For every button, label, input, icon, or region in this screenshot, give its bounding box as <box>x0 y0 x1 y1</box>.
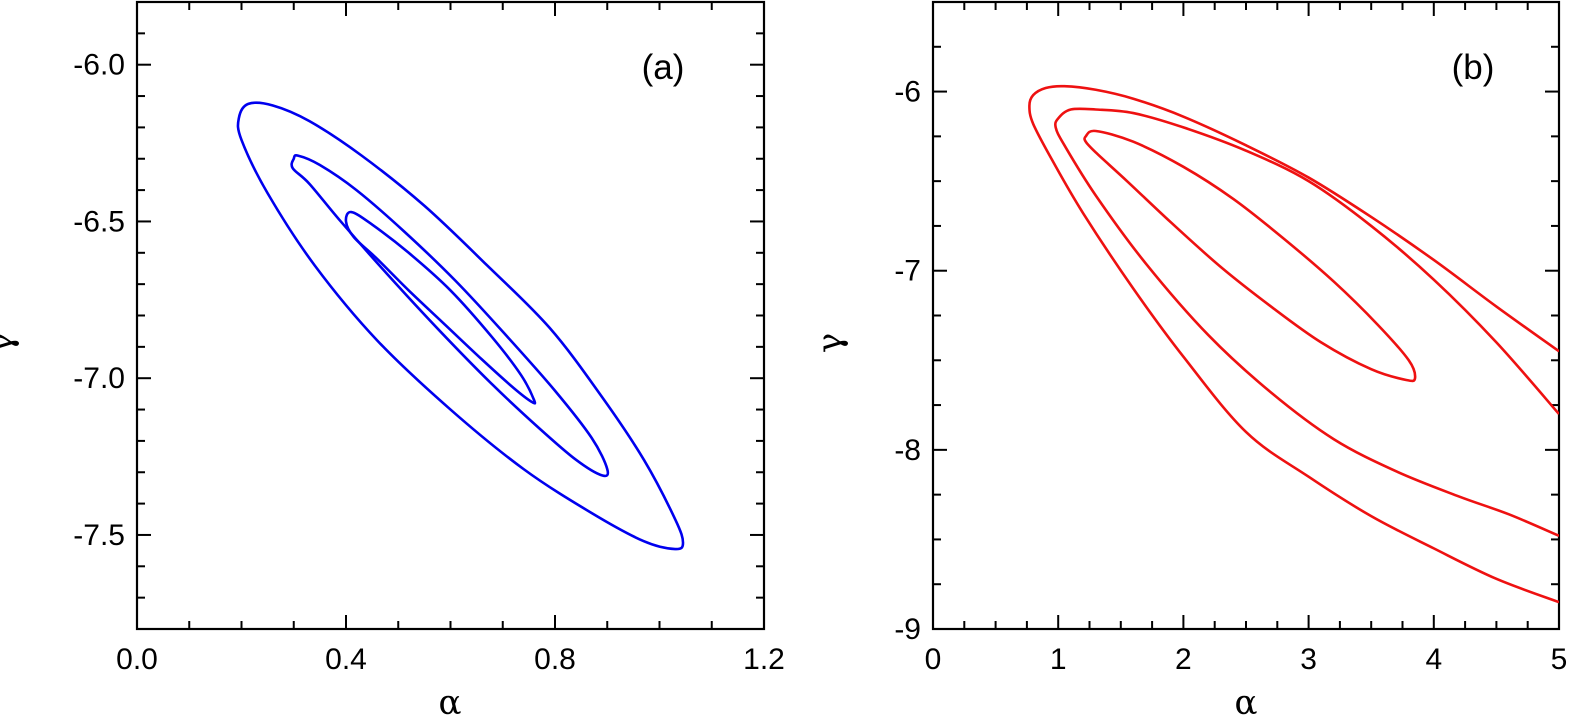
chart-panel-b: 0 1 2 3 4 5 -6 -7 -8 -9 (b) α γ <box>810 0 1568 717</box>
contour-line-2 <box>290 154 610 478</box>
y-axis-label: γ <box>810 333 850 353</box>
x-tick-label: 3 <box>1300 643 1317 676</box>
x-tick-label: 0.0 <box>116 643 158 676</box>
contour-line-3 <box>1083 129 1417 383</box>
x-tick-label: 0.8 <box>534 643 576 676</box>
chart-panel-a: 0.0 0.4 0.8 1.2 -6.0 -6.5 -7.0 -7.5 (a) α γ <box>0 0 785 717</box>
y-tick-label: -8 <box>894 434 921 467</box>
x-tick-label: 2 <box>1175 643 1192 676</box>
tick-marks <box>136 1 765 630</box>
plot-frame <box>931 0 1561 631</box>
y-tick-label: -7.5 <box>73 519 125 552</box>
y-tick-label: -6.5 <box>73 205 125 238</box>
y-axis-label: γ <box>0 333 21 353</box>
x-tick-label: 0.4 <box>325 643 367 676</box>
y-tick-labels: -6 -7 -8 -9 <box>894 76 921 646</box>
contour-line-1 <box>236 101 685 551</box>
x-tick-labels: 0.0 0.4 0.8 1.2 <box>116 643 785 676</box>
contour-curves <box>1028 84 1559 604</box>
x-tick-labels: 0 1 2 3 4 5 <box>925 643 1568 676</box>
tick-marks <box>932 1 1560 630</box>
x-axis-label: α <box>1235 683 1258 717</box>
contour-line-3 <box>344 210 537 405</box>
x-tick-label: 5 <box>1551 643 1568 676</box>
contour-curves <box>236 101 685 551</box>
contour-line-1 <box>1028 84 1559 604</box>
x-tick-label: 4 <box>1425 643 1442 676</box>
y-tick-labels: -6.0 -6.5 -7.0 -7.5 <box>73 49 125 552</box>
y-tick-label: -7.0 <box>73 362 125 395</box>
x-tick-label: 1 <box>1050 643 1067 676</box>
plot-frame <box>135 0 766 631</box>
panel-label: (b) <box>1452 48 1495 87</box>
x-tick-label: 0 <box>925 643 942 676</box>
contour-line-2 <box>1053 107 1559 538</box>
y-tick-label: -6 <box>894 76 921 109</box>
x-tick-label: 1.2 <box>743 643 785 676</box>
x-axis-label: α <box>439 683 462 717</box>
panel-label: (a) <box>642 48 685 87</box>
y-tick-label: -7 <box>894 255 921 288</box>
y-tick-label: -6.0 <box>73 49 125 82</box>
y-tick-label: -9 <box>894 613 921 646</box>
